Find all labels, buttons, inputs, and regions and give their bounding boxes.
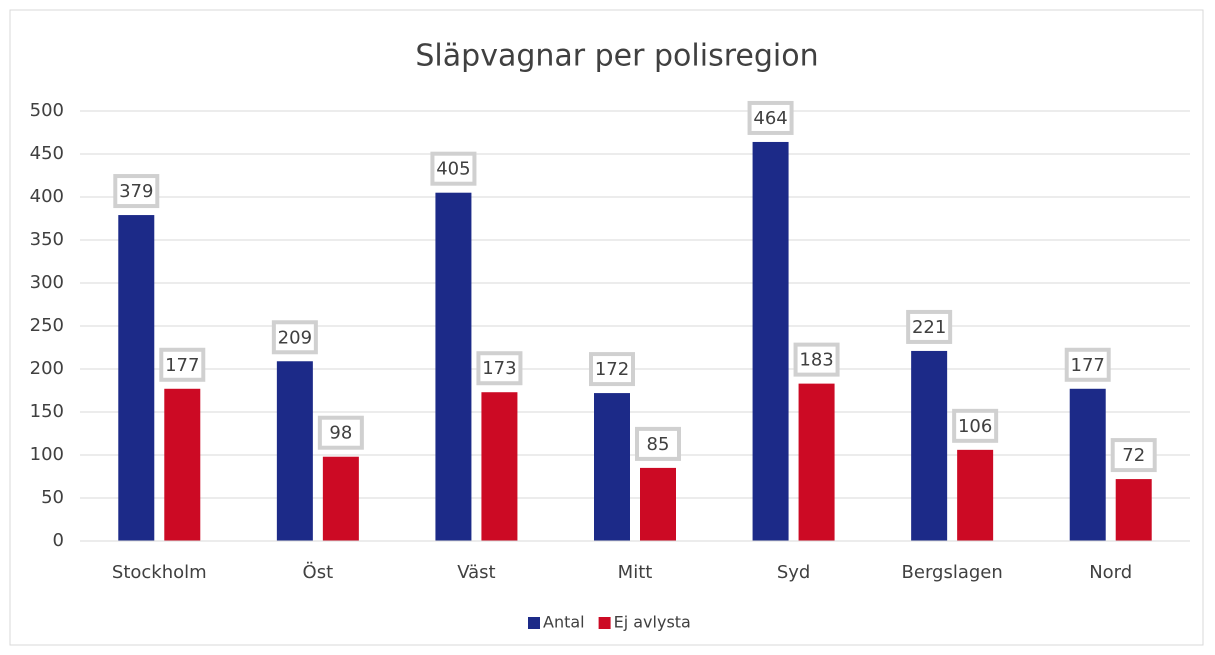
data-label: 98 bbox=[329, 423, 352, 444]
bar bbox=[752, 141, 789, 541]
data-label-box bbox=[317, 415, 364, 450]
data-label: 72 bbox=[1122, 445, 1145, 466]
y-tick-label: 300 bbox=[30, 272, 64, 293]
y-tick-label: 250 bbox=[30, 315, 64, 336]
legend-swatch bbox=[528, 617, 540, 629]
data-label-box bbox=[635, 426, 681, 461]
legend-label: Antal bbox=[543, 613, 585, 632]
y-tick-label: 500 bbox=[30, 100, 64, 121]
data-label-box bbox=[1110, 438, 1157, 473]
data-label-box bbox=[430, 151, 477, 186]
bar bbox=[594, 393, 630, 541]
y-tick-label: 100 bbox=[30, 444, 64, 465]
data-label-box bbox=[271, 320, 318, 355]
data-label: 221 bbox=[912, 317, 946, 338]
y-tick-label: 50 bbox=[41, 487, 64, 508]
y-tick-label: 150 bbox=[30, 401, 64, 422]
y-tick-label: 400 bbox=[30, 186, 64, 207]
x-tick-label: Öst bbox=[303, 561, 334, 583]
chart-title: Släpvagnar per polisregion bbox=[415, 39, 818, 74]
bar bbox=[118, 215, 155, 541]
data-label-box bbox=[476, 351, 523, 386]
data-label: 106 bbox=[958, 416, 992, 437]
data-label-box bbox=[952, 408, 999, 443]
chart-border bbox=[9, 9, 1204, 646]
bar bbox=[481, 392, 518, 541]
y-tick-label: 450 bbox=[30, 143, 64, 164]
x-tick-label: Mitt bbox=[618, 562, 653, 583]
data-label: 405 bbox=[436, 159, 470, 180]
x-tick-label: Väst bbox=[457, 562, 495, 583]
legend-label: Ej avlysta bbox=[614, 613, 691, 632]
bar bbox=[164, 388, 201, 541]
bar bbox=[1115, 479, 1152, 541]
data-label-box bbox=[159, 347, 206, 382]
x-tick-label: Stockholm bbox=[112, 562, 207, 583]
x-tick-label: Syd bbox=[777, 562, 811, 583]
bar bbox=[640, 467, 676, 541]
y-tick-label: 350 bbox=[30, 229, 64, 250]
bar bbox=[911, 350, 948, 541]
data-label: 172 bbox=[595, 359, 629, 380]
bar bbox=[435, 192, 472, 541]
data-label: 183 bbox=[799, 350, 833, 371]
data-label-box bbox=[589, 352, 635, 387]
bar bbox=[1069, 388, 1106, 541]
data-label-box bbox=[1064, 347, 1111, 382]
bar bbox=[798, 383, 835, 541]
data-label-box bbox=[113, 174, 160, 209]
data-label: 209 bbox=[278, 327, 312, 348]
x-tick-label: Nord bbox=[1089, 562, 1132, 583]
data-label: 173 bbox=[482, 358, 516, 379]
data-label-box bbox=[906, 309, 953, 344]
data-label: 177 bbox=[1071, 355, 1105, 376]
data-label-box bbox=[747, 100, 794, 135]
bar bbox=[957, 449, 994, 541]
data-label-box bbox=[793, 342, 840, 377]
data-label: 177 bbox=[165, 355, 199, 376]
y-tick-label: 200 bbox=[30, 358, 64, 379]
y-tick-label: 0 bbox=[53, 530, 64, 551]
data-label: 464 bbox=[753, 108, 787, 129]
x-tick-label: Bergslagen bbox=[902, 562, 1003, 583]
bar bbox=[322, 456, 359, 541]
data-label: 85 bbox=[647, 434, 670, 455]
legend-swatch bbox=[598, 617, 611, 629]
data-label: 379 bbox=[119, 181, 153, 202]
bar bbox=[276, 361, 313, 541]
